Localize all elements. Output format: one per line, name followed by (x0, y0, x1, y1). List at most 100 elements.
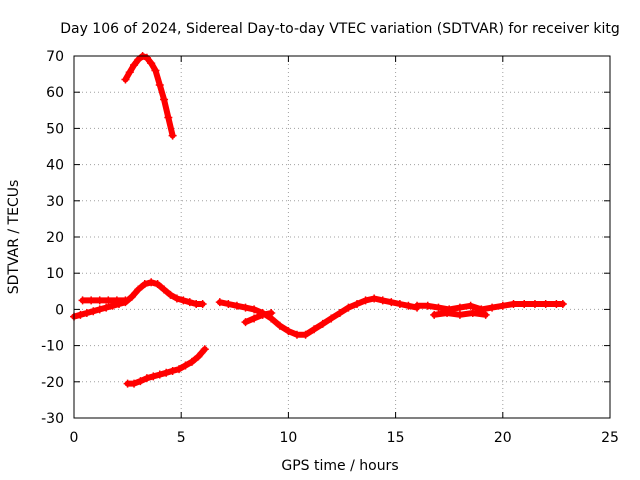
data-point (318, 319, 327, 328)
data-point (121, 75, 130, 84)
data-series (70, 52, 567, 388)
data-point (147, 59, 156, 68)
data-point (353, 299, 362, 308)
data-point (224, 299, 233, 308)
data-point (284, 327, 293, 336)
data-point (198, 299, 207, 308)
data-point (267, 309, 276, 318)
axis-ticks: 0 5 10 15 20 25 -30 -20 -10 0 10 20 30 40 50 60 70 (41, 49, 619, 446)
data-point (488, 303, 497, 312)
data-point (160, 95, 169, 104)
data-point (541, 299, 550, 308)
y-tick-label: 60 (46, 85, 64, 101)
data-point (142, 53, 151, 62)
data-point (127, 292, 136, 301)
data-point (327, 314, 336, 323)
data-point (153, 280, 162, 289)
y-tick-label: 10 (46, 266, 64, 282)
series-band (216, 295, 420, 338)
data-point (172, 294, 181, 303)
data-point (215, 298, 224, 307)
series-upper-arc (121, 52, 177, 140)
data-point (250, 305, 259, 314)
data-point (149, 372, 158, 381)
data-point (423, 301, 432, 310)
data-point (498, 301, 507, 310)
data-point (112, 296, 121, 305)
data-point (520, 299, 529, 308)
data-point (147, 278, 156, 287)
data-point (160, 285, 169, 294)
data-point (134, 55, 143, 64)
data-point (275, 321, 284, 330)
series-near-zero-a (70, 278, 207, 321)
data-point (395, 299, 404, 308)
data-point (194, 352, 203, 361)
data-point (162, 368, 171, 377)
series-band (124, 346, 208, 387)
y-tick-label: 0 (55, 302, 64, 318)
data-point (455, 303, 464, 312)
data-point (187, 357, 196, 366)
data-point (241, 318, 250, 327)
data-point (434, 303, 443, 312)
y-tick-label: 30 (46, 194, 64, 210)
data-point (361, 296, 370, 305)
data-point (455, 310, 464, 319)
data-point (179, 296, 188, 305)
data-point (78, 296, 87, 305)
data-point (292, 330, 301, 339)
data-point (509, 299, 518, 308)
data-point (130, 379, 139, 388)
y-tick-label: 20 (46, 230, 64, 246)
data-point (200, 345, 209, 354)
y-tick-label: -30 (41, 411, 64, 427)
data-point (130, 61, 139, 70)
x-tick-label: 5 (177, 430, 186, 446)
x-tick-label: 0 (70, 430, 79, 446)
data-point (164, 113, 173, 122)
data-point (87, 296, 96, 305)
data-point (121, 296, 130, 305)
data-point (378, 296, 387, 305)
data-point (443, 309, 452, 318)
series-band (122, 53, 176, 139)
chart-title: Day 106 of 2024, Sidereal Day-to-day VTE… (60, 21, 620, 37)
data-point (181, 361, 190, 370)
data-point (335, 309, 344, 318)
data-point (301, 330, 310, 339)
data-point (387, 298, 396, 307)
y-tick-label: 50 (46, 121, 64, 137)
y-tick-label: 70 (46, 49, 64, 65)
series-near-zero-c (413, 299, 567, 314)
x-tick-label: 15 (387, 430, 405, 446)
y-tick-label: -20 (41, 375, 64, 391)
x-tick-label: 20 (494, 430, 512, 446)
data-point (136, 377, 145, 386)
data-point (155, 80, 164, 89)
data-point (558, 299, 567, 308)
data-point (125, 68, 134, 77)
data-point (140, 280, 149, 289)
y-tick-label: 40 (46, 158, 64, 174)
series-near-zero-b-lower (241, 309, 276, 327)
data-point (82, 309, 91, 318)
y-axis-label: SDTVAR / TECUs (6, 180, 22, 295)
x-tick-label: 25 (601, 430, 619, 446)
series-near-zero-a-upper (78, 296, 130, 305)
series-near-zero-c-lower (430, 309, 490, 319)
data-point (76, 310, 85, 319)
data-point (95, 296, 104, 305)
data-point (370, 294, 379, 303)
x-axis-label: GPS time / hours (281, 458, 398, 474)
data-point (89, 307, 98, 316)
series-near-zero-b (215, 294, 422, 339)
data-point (185, 298, 194, 307)
data-point (166, 290, 175, 299)
gridlines (74, 56, 610, 418)
data-point (104, 296, 113, 305)
y-tick-label: -10 (41, 339, 64, 355)
data-point (175, 365, 184, 374)
series-lower-arc (123, 345, 209, 388)
